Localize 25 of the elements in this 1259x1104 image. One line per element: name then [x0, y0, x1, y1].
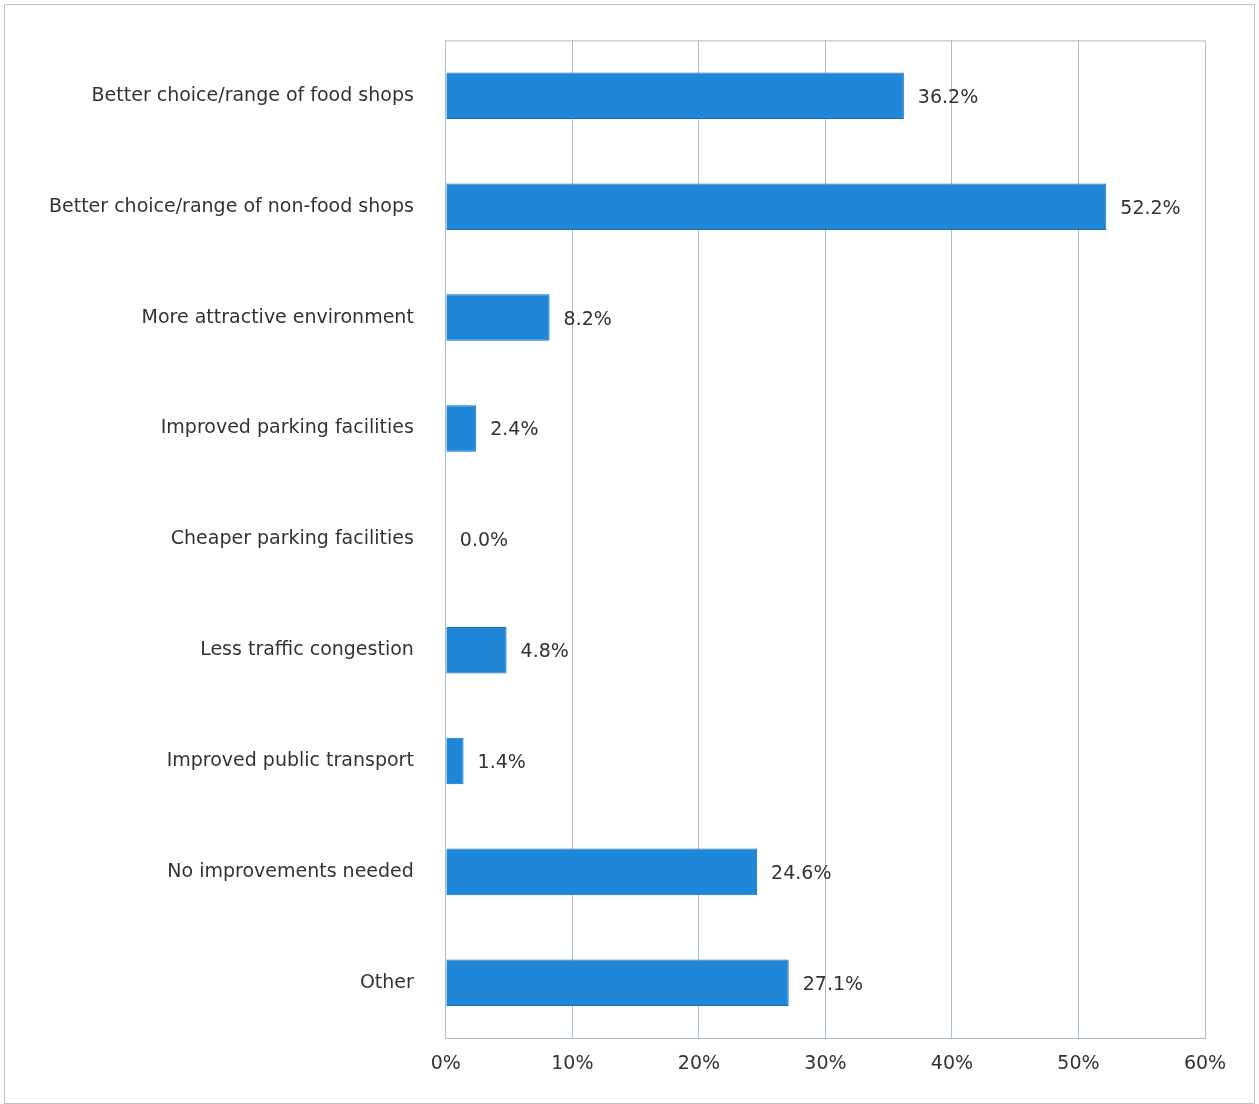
x-tick-label: 0%: [430, 1050, 461, 1073]
data-label: 0.0%: [459, 528, 509, 551]
data-label: 8.2%: [563, 306, 612, 329]
data-label: 2.4%: [490, 417, 539, 440]
data-label: 24.6%: [771, 860, 832, 883]
data-label: 4.8%: [520, 639, 569, 662]
data-label: 36.2%: [917, 84, 979, 107]
data-label: 27.1%: [802, 971, 864, 994]
x-tick-label: 40%: [930, 1050, 974, 1073]
x-tick-label: 10%: [551, 1050, 594, 1073]
y-tick-label: More attractive environment: [141, 304, 414, 327]
x-tick-label: 20%: [677, 1050, 721, 1073]
x-tick-label: 30%: [804, 1050, 847, 1073]
y-tick-label: No improvements needed: [167, 858, 414, 881]
y-tick-label: Less traffic congestion: [200, 637, 414, 660]
y-tick-label: Other: [359, 969, 415, 992]
y-tick-label: Improved parking facilities: [160, 415, 414, 438]
data-label: 1.4%: [477, 749, 526, 772]
y-tick-label: Improved public transport: [166, 747, 414, 770]
y-tick-label: Cheaper parking facilities: [170, 526, 414, 549]
y-tick-label: Better choice/range of non-food shops: [49, 193, 414, 216]
data-label: 52.2%: [1120, 195, 1181, 218]
x-tick-label: 50%: [1057, 1050, 1100, 1073]
x-tick-label: 60%: [1183, 1050, 1227, 1073]
y-tick-label: Better choice/range of food shops: [91, 82, 414, 105]
